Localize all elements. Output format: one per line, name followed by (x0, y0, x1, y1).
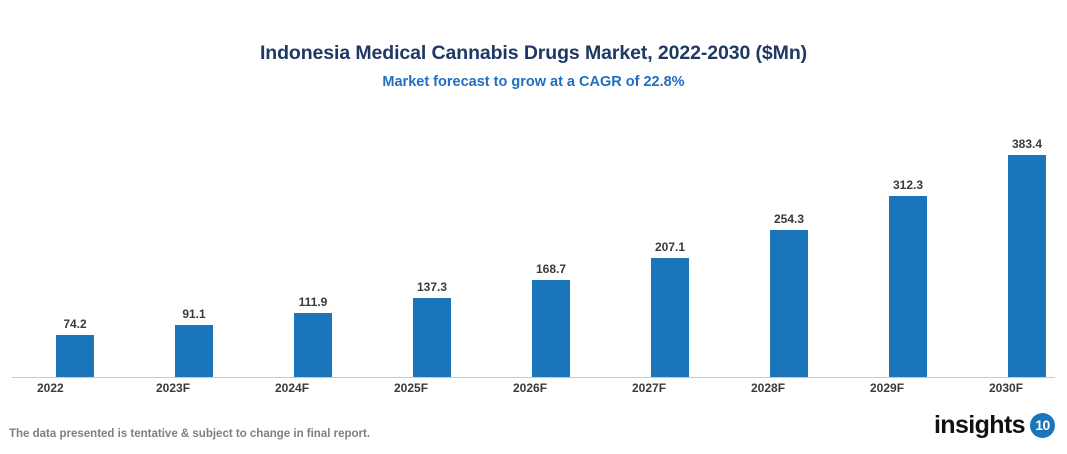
bar[interactable] (175, 325, 213, 378)
bar-group[interactable]: 74.2 (34, 110, 153, 378)
x-axis-tick-label: 2023F (156, 381, 191, 395)
chart-header: Indonesia Medical Cannabis Drugs Market,… (0, 40, 1067, 93)
bar-value-label: 312.3 (892, 178, 924, 192)
bar[interactable] (56, 335, 94, 378)
bar[interactable] (889, 196, 927, 378)
bar-group[interactable]: 312.3 (867, 110, 986, 378)
disclaimer-note: The data presented is tentative & subjec… (9, 428, 371, 440)
page-title: Indonesia Medical Cannabis Drugs Market,… (259, 42, 808, 64)
bar-group[interactable]: 91.1 (153, 110, 272, 378)
bar-group[interactable]: 168.7 (510, 110, 629, 378)
bar-value-label: 383.4 (1011, 137, 1043, 151)
bar-value-label: 168.7 (535, 262, 567, 276)
brand-logo: insights 10 (934, 409, 1055, 441)
brand-name: insights (933, 411, 1026, 439)
bar-group[interactable]: 254.3 (748, 110, 867, 378)
x-axis-tick-label: 2029F (870, 381, 905, 395)
bar-value-label: 207.1 (654, 240, 686, 254)
bar-value-label: 91.1 (182, 307, 206, 321)
bar[interactable] (532, 280, 570, 378)
x-axis-tick-label: 2030F (989, 381, 1024, 395)
bar-group[interactable]: 383.4 (986, 110, 1067, 378)
x-axis-tick-label: 2027F (632, 381, 667, 395)
chart-subtitle: Market forecast to grow at a CAGR of 22.… (382, 74, 685, 90)
bar-value-label: 74.2 (63, 317, 87, 331)
bar[interactable] (770, 230, 808, 378)
x-axis-tick-label: 2025F (394, 381, 429, 395)
bar[interactable] (1008, 155, 1046, 378)
bar-group[interactable]: 207.1 (629, 110, 748, 378)
x-axis-tick-label: 2024F (275, 381, 310, 395)
x-axis-labels: 2022 2023F 2024F 2025F 2026F 2027F 2028F 2029F 2… (12, 381, 1055, 401)
x-axis-tick-label: 2022 (37, 381, 64, 395)
x-axis-tick-label: 2026F (513, 381, 548, 395)
bar-value-label: 254.3 (773, 212, 805, 226)
bar-group[interactable]: 111.9 (272, 110, 391, 378)
x-axis-line (12, 377, 1055, 378)
bar[interactable] (651, 258, 689, 378)
x-axis-tick-label: 2028F (751, 381, 786, 395)
brand-badge-icon: 10 (1030, 412, 1055, 438)
bar[interactable] (413, 298, 451, 378)
bar-series: 74.2 91.1 111.9 137.3 168.7 207.1 254.3 312.3 38… (12, 110, 1055, 378)
bar-group[interactable]: 137.3 (391, 110, 510, 378)
bar-value-label: 137.3 (416, 280, 448, 294)
bar-value-label: 111.9 (298, 295, 328, 309)
plot-area: 74.2 91.1 111.9 137.3 168.7 207.1 254.3 312.3 38… (12, 110, 1055, 378)
bar[interactable] (294, 313, 332, 378)
